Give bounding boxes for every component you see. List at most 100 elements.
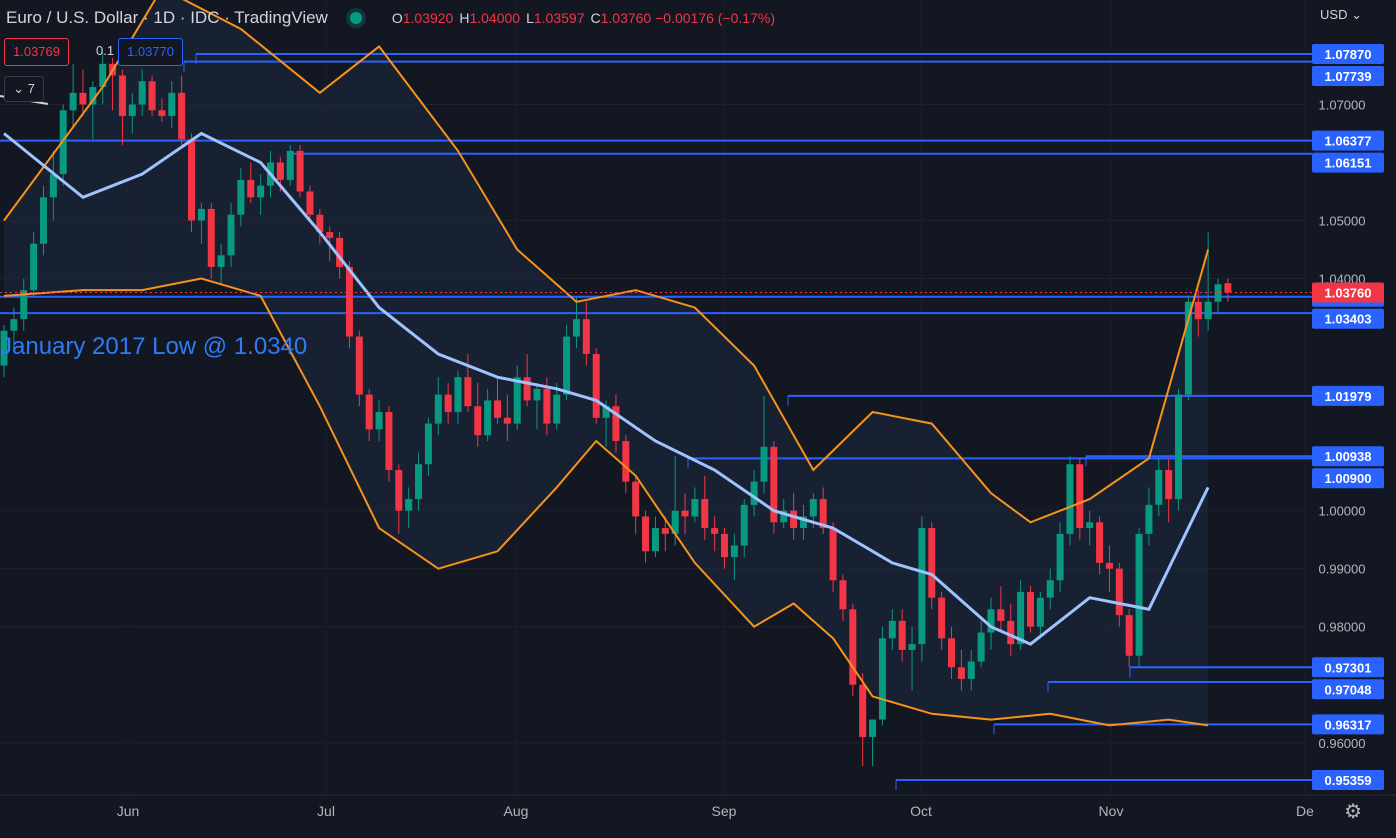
candle-body (424, 423, 432, 465)
candle (138, 69, 146, 117)
candle-body (415, 464, 423, 500)
candle-body (1026, 591, 1034, 627)
time-tick-label: Sep (712, 803, 737, 819)
level-price-tag: 1.06151 (1312, 152, 1384, 173)
level-tag-bg (1312, 130, 1384, 151)
candle (612, 394, 620, 453)
candle (888, 609, 896, 650)
candle-body (612, 406, 620, 442)
level-tag-bg (1312, 468, 1384, 489)
candle (59, 104, 67, 186)
candle-body (306, 191, 314, 215)
candle (523, 353, 531, 407)
candle (257, 174, 265, 215)
level-price-tag: 1.07870 (1312, 43, 1384, 64)
candle-body (296, 150, 304, 192)
chevron-down-icon: ⌄ (13, 81, 25, 96)
level-tag-label: 0.97048 (1325, 682, 1372, 697)
candle (1204, 232, 1212, 331)
candle-body (128, 104, 136, 117)
candle-body (59, 110, 67, 175)
candle (494, 377, 501, 424)
last-price-bg (1312, 282, 1384, 303)
candle (711, 516, 719, 552)
candle-body (365, 394, 373, 430)
candle (1224, 278, 1232, 302)
last-price-tag: 1.03760 (1312, 282, 1384, 303)
sell-price-button[interactable]: 1.03769 (4, 38, 69, 66)
candle (642, 510, 650, 563)
candle (1194, 290, 1202, 337)
level-tag-bg (1312, 152, 1384, 173)
candles (0, 52, 1232, 766)
level-tag-bg (1312, 657, 1384, 678)
level-price-tag: 1.00900 (1312, 468, 1384, 489)
candle (1026, 586, 1034, 633)
candle (79, 69, 87, 117)
candle-body (138, 81, 146, 105)
market-open-icon (349, 12, 362, 24)
level-line (1129, 666, 1312, 678)
level-line (183, 60, 1312, 72)
candle (345, 261, 353, 349)
candle (395, 464, 403, 534)
buy-price-button[interactable]: 1.03770 (118, 38, 183, 66)
candle (405, 487, 413, 529)
candle (572, 297, 580, 349)
currency-selector[interactable]: USD ⌄ (1320, 7, 1362, 22)
candle-body (207, 208, 215, 267)
gear-icon[interactable]: ⚙ (1344, 801, 1362, 823)
candle (10, 307, 18, 349)
candle-body (671, 510, 679, 534)
candle (1007, 603, 1015, 656)
chevron-down-icon: ⌄ (1351, 7, 1362, 22)
bollinger-band-fill (4, 0, 1209, 726)
candle (217, 243, 225, 285)
level-tag-label: 1.01979 (1325, 389, 1372, 404)
candle-body (592, 353, 600, 418)
candle (207, 203, 215, 279)
candle (306, 185, 314, 221)
level-tag-bg (1312, 65, 1384, 86)
symbol-title[interactable]: Euro / U.S. Dollar · 1D · IDC · TradingV… (6, 8, 328, 27)
candle-body (572, 319, 580, 337)
candle-body (89, 87, 97, 105)
candle (878, 626, 886, 726)
candle-body (1175, 394, 1183, 500)
last-price-label: 1.03760 (1325, 285, 1372, 300)
candle (997, 586, 1005, 633)
candle-body (513, 377, 521, 424)
candle (454, 371, 462, 424)
candle-body (938, 597, 946, 639)
candle (1155, 458, 1163, 517)
level-tag-bg (1312, 769, 1384, 790)
candle-body (967, 661, 975, 679)
time-axis[interactable]: Jun Jul Aug Sep Oct Nov De (0, 794, 1396, 819)
level-line (687, 457, 1312, 469)
candle-body (1184, 301, 1192, 395)
ohlc-values: O1.03920 H1.04000 L1.03597 C1.03760 −0.0017… (391, 10, 775, 26)
candle (89, 81, 97, 140)
candle (799, 504, 807, 540)
bollinger-lower-band (3, 277, 1209, 727)
horizontal-levels[interactable] (0, 52, 1312, 790)
candle (582, 301, 590, 366)
candle-body (316, 214, 324, 233)
candle-body (1224, 283, 1232, 293)
candle-body (730, 545, 738, 558)
candle-body (760, 446, 768, 482)
candle (1135, 528, 1143, 668)
candle (869, 719, 877, 766)
price-axis[interactable]: 1.070001.050001.040001.000000.990000.980… (1312, 43, 1384, 790)
candle (1165, 458, 1173, 523)
candle (227, 203, 235, 267)
level-price-tag: 1.06377 (1312, 130, 1384, 151)
level-price-tag: 1.07739 (1312, 65, 1384, 86)
candle-body (99, 63, 107, 88)
candle (49, 150, 57, 221)
candle (178, 75, 186, 146)
candle (1096, 516, 1104, 575)
candle-body (1105, 562, 1113, 569)
indicators-toggle[interactable]: ⌄ 7 (4, 76, 44, 102)
